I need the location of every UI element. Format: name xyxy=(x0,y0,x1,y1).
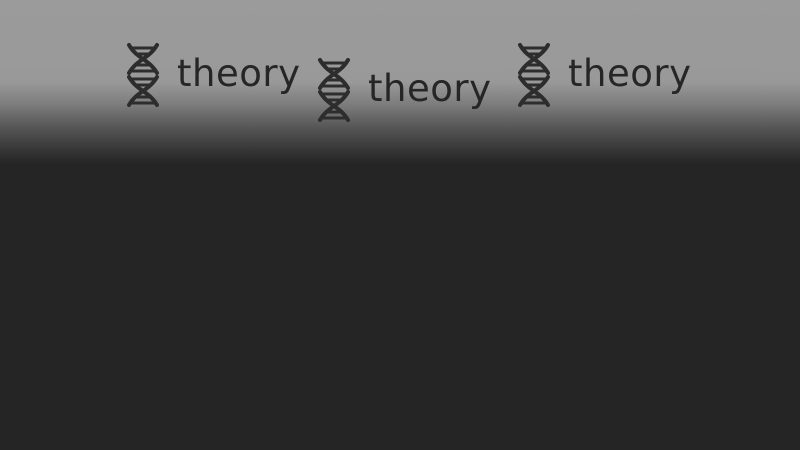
theory-logo-3: theory xyxy=(514,40,691,110)
dna-icon xyxy=(318,58,350,122)
theory-logo-2: theory xyxy=(314,55,491,125)
dna-icon xyxy=(127,43,159,107)
empty-content-area xyxy=(0,165,800,450)
logo-text: theory xyxy=(177,51,301,95)
logo-text: theory xyxy=(568,51,692,95)
dna-icon xyxy=(518,43,550,107)
logo-text: theory xyxy=(368,66,492,110)
theory-logo-1: theory xyxy=(123,40,300,110)
